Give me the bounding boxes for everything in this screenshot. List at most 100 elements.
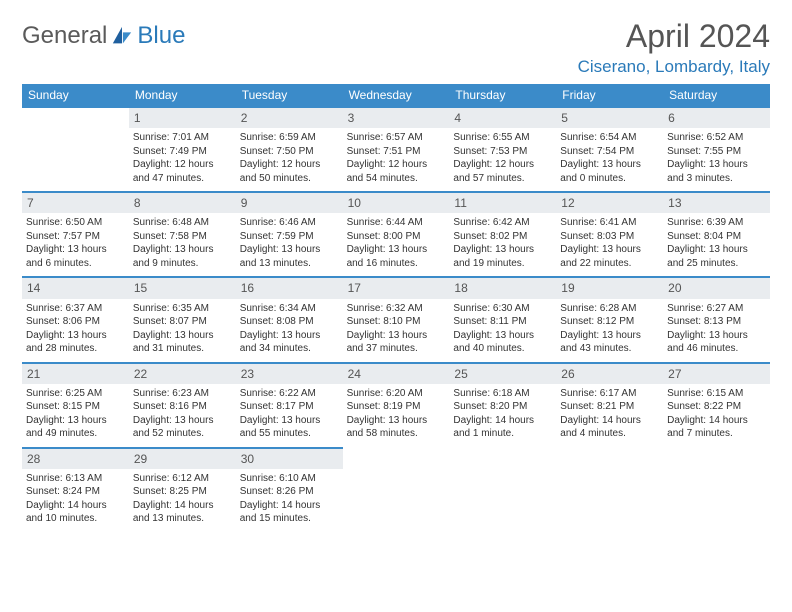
month-title: April 2024 — [578, 18, 770, 55]
day-details: Sunrise: 6:30 AMSunset: 8:11 PMDaylight:… — [449, 302, 556, 356]
daylight-text: and 43 minutes. — [560, 342, 659, 356]
daylight-text: and 16 minutes. — [347, 257, 446, 271]
daylight-text: Daylight: 13 hours — [26, 414, 125, 428]
day-details: Sunrise: 6:25 AMSunset: 8:15 PMDaylight:… — [22, 387, 129, 441]
day-number: 18 — [449, 278, 556, 298]
day-number: 10 — [343, 193, 450, 213]
logo-text-general: General — [22, 22, 107, 50]
day-number: 13 — [663, 193, 770, 213]
day-number: 29 — [129, 449, 236, 469]
sunset-text: Sunset: 8:26 PM — [240, 485, 339, 499]
calendar-cell: 20Sunrise: 6:27 AMSunset: 8:13 PMDayligh… — [663, 276, 770, 361]
sunset-text: Sunset: 7:53 PM — [453, 145, 552, 159]
dow-header: Wednesday — [343, 84, 450, 106]
daylight-text: and 54 minutes. — [347, 172, 446, 186]
sunset-text: Sunset: 8:17 PM — [240, 400, 339, 414]
daylight-text: Daylight: 13 hours — [240, 243, 339, 257]
sunrise-text: Sunrise: 6:22 AM — [240, 387, 339, 401]
day-details: Sunrise: 6:46 AMSunset: 7:59 PMDaylight:… — [236, 216, 343, 270]
calendar-cell: 27 Sunrise: 6:15 AMSunset: 8:22 PMDayligh… — [663, 362, 770, 447]
sunrise-text: Sunrise: 6:37 AM — [26, 302, 125, 316]
calendar-cell-blank — [343, 447, 450, 532]
calendar-cell: 28Sunrise: 6:13 AMSunset: 8:24 PMDayligh… — [22, 447, 129, 532]
day-number: 25 — [449, 364, 556, 384]
calendar-cell: 17Sunrise: 6:32 AMSunset: 8:10 PMDayligh… — [343, 276, 450, 361]
sunrise-text: Sunrise: 6:28 AM — [560, 302, 659, 316]
day-details: Sunrise: 7:01 AMSunset: 7:49 PMDaylight:… — [129, 131, 236, 185]
calendar-cell: 8Sunrise: 6:48 AMSunset: 7:58 PMDaylight… — [129, 191, 236, 276]
daylight-text: and 58 minutes. — [347, 427, 446, 441]
daylight-text: Daylight: 14 hours — [240, 499, 339, 513]
sunrise-text: Sunrise: 6:42 AM — [453, 216, 552, 230]
sunrise-text: Sunrise: 6:17 AM — [560, 387, 659, 401]
daylight-text: Daylight: 13 hours — [347, 243, 446, 257]
dow-header: Tuesday — [236, 84, 343, 106]
sunset-text: Sunset: 8:22 PM — [667, 400, 766, 414]
daylight-text: and 50 minutes. — [240, 172, 339, 186]
sunrise-text: Sunrise: 6:10 AM — [240, 472, 339, 486]
day-details: Sunrise: 6:15 AMSunset: 8:22 PMDaylight:… — [663, 387, 770, 441]
sunrise-text: Sunrise: 6:18 AM — [453, 387, 552, 401]
calendar-cell-blank — [556, 447, 663, 532]
daylight-text: and 52 minutes. — [133, 427, 232, 441]
daylight-text: and 19 minutes. — [453, 257, 552, 271]
daylight-text: Daylight: 13 hours — [453, 329, 552, 343]
day-details: Sunrise: 6:52 AMSunset: 7:55 PMDaylight:… — [663, 131, 770, 185]
sunset-text: Sunset: 8:11 PM — [453, 315, 552, 329]
day-number: 17 — [343, 278, 450, 298]
day-details: Sunrise: 6:48 AMSunset: 7:58 PMDaylight:… — [129, 216, 236, 270]
day-number: 14 — [22, 278, 129, 298]
day-details: Sunrise: 6:37 AMSunset: 8:06 PMDaylight:… — [22, 302, 129, 356]
sunset-text: Sunset: 8:07 PM — [133, 315, 232, 329]
day-details: Sunrise: 6:57 AMSunset: 7:51 PMDaylight:… — [343, 131, 450, 185]
sunset-text: Sunset: 8:15 PM — [26, 400, 125, 414]
daylight-text: and 57 minutes. — [453, 172, 552, 186]
sunset-text: Sunset: 8:04 PM — [667, 230, 766, 244]
day-details: Sunrise: 6:44 AMSunset: 8:00 PMDaylight:… — [343, 216, 450, 270]
sunrise-text: Sunrise: 6:23 AM — [133, 387, 232, 401]
header: General Blue April 2024 Ciserano, Lombar… — [22, 18, 770, 77]
daylight-text: Daylight: 13 hours — [667, 329, 766, 343]
daylight-text: Daylight: 13 hours — [347, 329, 446, 343]
sunrise-text: Sunrise: 6:57 AM — [347, 131, 446, 145]
sunset-text: Sunset: 8:02 PM — [453, 230, 552, 244]
location-label: Ciserano, Lombardy, Italy — [578, 57, 770, 77]
day-details: Sunrise: 6:35 AMSunset: 8:07 PMDaylight:… — [129, 302, 236, 356]
calendar-cell: 12Sunrise: 6:41 AMSunset: 8:03 PMDayligh… — [556, 191, 663, 276]
sunset-text: Sunset: 7:51 PM — [347, 145, 446, 159]
calendar-cell: 2 Sunrise: 6:59 AMSunset: 7:50 PMDaylight… — [236, 106, 343, 191]
day-details: Sunrise: 6:50 AMSunset: 7:57 PMDaylight:… — [22, 216, 129, 270]
dow-header: Thursday — [449, 84, 556, 106]
sunset-text: Sunset: 8:03 PM — [560, 230, 659, 244]
sunset-text: Sunset: 7:49 PM — [133, 145, 232, 159]
day-details: Sunrise: 6:54 AMSunset: 7:54 PMDaylight:… — [556, 131, 663, 185]
daylight-text: and 46 minutes. — [667, 342, 766, 356]
daylight-text: and 47 minutes. — [133, 172, 232, 186]
day-number: 2 — [236, 108, 343, 128]
calendar-cell: 24Sunrise: 6:20 AMSunset: 8:19 PMDayligh… — [343, 362, 450, 447]
day-details: Sunrise: 6:10 AMSunset: 8:26 PMDaylight:… — [236, 472, 343, 526]
sunrise-text: Sunrise: 6:34 AM — [240, 302, 339, 316]
day-number: 27 — [663, 364, 770, 384]
day-number: 5 — [556, 108, 663, 128]
calendar-cell: 18 Sunrise: 6:30 AMSunset: 8:11 PMDayligh… — [449, 276, 556, 361]
calendar-cell-empty — [22, 106, 129, 191]
daylight-text: and 31 minutes. — [133, 342, 232, 356]
calendar-cell: 1Sunrise: 7:01 AMSunset: 7:49 PMDaylight… — [129, 106, 236, 191]
day-number: 24 — [343, 364, 450, 384]
daylight-text: and 0 minutes. — [560, 172, 659, 186]
daylight-text: Daylight: 14 hours — [133, 499, 232, 513]
day-number: 28 — [22, 449, 129, 469]
daylight-text: and 1 minute. — [453, 427, 552, 441]
daylight-text: Daylight: 14 hours — [667, 414, 766, 428]
calendar-cell: 10 Sunrise: 6:44 AMSunset: 8:00 PMDayligh… — [343, 191, 450, 276]
calendar-cell: 4Sunrise: 6:55 AMSunset: 7:53 PMDaylight… — [449, 106, 556, 191]
day-details: Sunrise: 6:59 AMSunset: 7:50 PMDaylight:… — [236, 131, 343, 185]
sunset-text: Sunset: 8:12 PM — [560, 315, 659, 329]
day-details: Sunrise: 6:41 AMSunset: 8:03 PMDaylight:… — [556, 216, 663, 270]
calendar-cell: 21Sunrise: 6:25 AMSunset: 8:15 PMDayligh… — [22, 362, 129, 447]
daylight-text: Daylight: 13 hours — [453, 243, 552, 257]
daylight-text: and 3 minutes. — [667, 172, 766, 186]
daylight-text: and 25 minutes. — [667, 257, 766, 271]
calendar-cell: 23Sunrise: 6:22 AMSunset: 8:17 PMDayligh… — [236, 362, 343, 447]
